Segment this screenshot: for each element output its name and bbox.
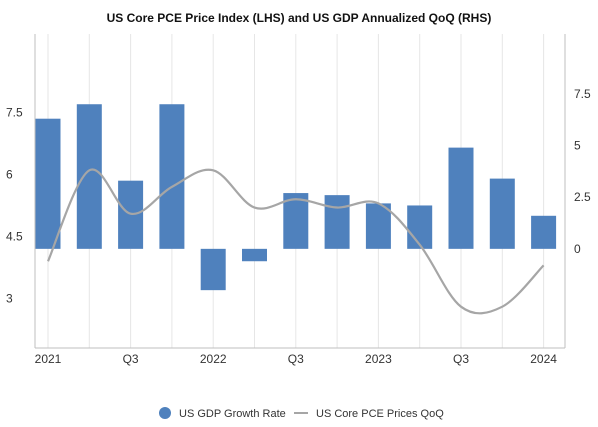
bar	[489, 178, 515, 249]
line-series	[46, 168, 545, 315]
x-axis-tick: Q3	[123, 352, 139, 366]
x-axis-tick: 2024	[530, 352, 557, 366]
legend-marker-gdp	[159, 407, 171, 419]
x-axis-tick: 2022	[200, 352, 227, 366]
bar	[159, 104, 185, 249]
left-axis-tick: 6	[6, 167, 13, 181]
left-axis-tick: 7.5	[6, 106, 23, 120]
bar	[324, 195, 350, 249]
pce-line	[46, 168, 545, 315]
left-axis-tick: 3	[6, 291, 13, 305]
bar	[283, 193, 309, 249]
x-axis-tick: 2023	[365, 352, 392, 366]
right-axis-tick: 5	[574, 139, 581, 153]
axes: 3 4.5 6 7.5 0 2.5 5 7.5 2021 Q3 2022 Q3 2023 Q3 2024	[6, 34, 591, 366]
bar	[76, 104, 102, 249]
x-axis-tick: Q3	[453, 352, 469, 366]
legend: US GDP Growth Rate US Core PCE Prices QoQ	[159, 407, 444, 420]
bar	[200, 248, 226, 291]
bar	[531, 215, 557, 249]
bars	[35, 104, 557, 291]
bar	[242, 248, 267, 262]
right-axis-tick: 0	[574, 242, 581, 256]
right-axis-tick: 2.5	[574, 190, 591, 204]
bar	[407, 205, 433, 249]
bar	[35, 118, 61, 249]
legend-label-gdp: US GDP Growth Rate	[179, 408, 286, 420]
bar	[448, 147, 474, 249]
x-axis-tick: 2021	[35, 352, 62, 366]
chart-title: US Core PCE Price Index (LHS) and US GDP…	[106, 11, 492, 25]
bar	[365, 203, 391, 249]
legend-label-pce: US Core PCE Prices QoQ	[316, 408, 444, 420]
x-axis-tick: Q3	[288, 352, 304, 366]
right-axis-tick: 7.5	[574, 87, 591, 101]
left-axis-tick: 4.5	[6, 229, 23, 243]
